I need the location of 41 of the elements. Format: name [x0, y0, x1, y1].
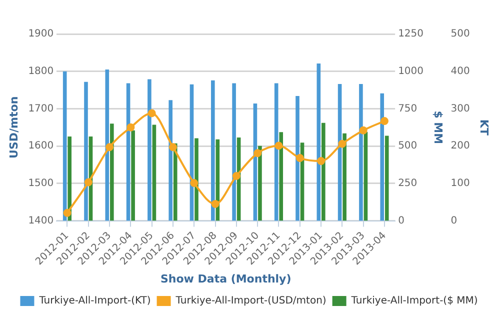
point: [274, 142, 283, 150]
legend-label: Turkiye-All-Import-(KT): [38, 296, 151, 307]
y-tick-label: 1700: [28, 103, 54, 114]
y3-tick-label: 100: [450, 178, 470, 190]
point: [338, 140, 346, 148]
y2-tick-label: 250: [398, 178, 418, 190]
y-tick-label: 1500: [28, 178, 54, 190]
y-tick-label: 1600: [28, 140, 54, 152]
y3-tick-label: 500: [450, 28, 470, 40]
legend-label: Turkiye-All-Import-(USD/mton): [174, 296, 326, 307]
legend-label: Turkiye-All-Import-($ MM): [350, 296, 478, 307]
y3-tick-label: 300: [450, 103, 470, 114]
y2-axis-title: $ MM: [431, 110, 444, 144]
y-axis-title: USD/mton: [7, 96, 20, 158]
x-axis-title: Show Data (Monthly): [160, 272, 292, 286]
point: [296, 154, 304, 162]
y3-tick-label: 200: [450, 140, 470, 152]
point: [168, 143, 177, 152]
point: [232, 172, 240, 180]
y3-tick-label: 400: [450, 66, 470, 77]
y2-tick-label: 1000: [398, 66, 424, 77]
point: [359, 126, 368, 134]
y2-tick-label: 0: [398, 215, 404, 226]
y3-tick-label: 0: [450, 215, 458, 226]
point: [148, 109, 156, 118]
point: [254, 149, 262, 158]
y-tick-label: 1800: [28, 66, 54, 77]
point: [317, 157, 326, 166]
y2-tick-label: 750: [398, 103, 418, 114]
point: [211, 200, 220, 208]
y-tick-label: 1400: [28, 215, 54, 226]
y3-axis-title: KT: [478, 119, 491, 136]
y2-tick-label: 500: [398, 140, 418, 152]
y-tick-label: 1900: [28, 28, 54, 40]
point: [84, 178, 92, 186]
point: [106, 143, 114, 152]
y2-tick-label: 1250: [398, 28, 424, 40]
point: [190, 179, 198, 188]
point: [63, 208, 72, 217]
point: [126, 123, 135, 132]
point: [380, 117, 388, 126]
